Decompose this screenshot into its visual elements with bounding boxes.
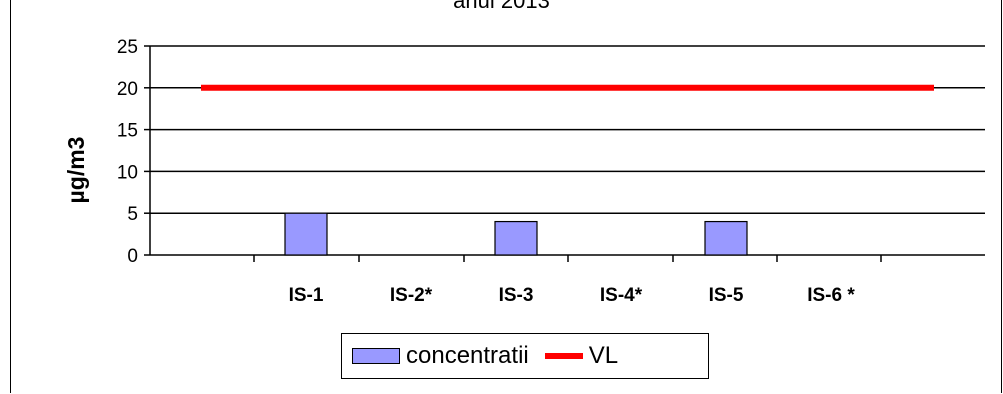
x-tick-label: IS-3 — [499, 285, 534, 306]
legend-swatch-concentratii — [352, 348, 400, 364]
x-tick-label: IS-6 * — [807, 285, 855, 306]
y-axis-label: µg/m3 — [63, 137, 89, 204]
bar-is3 — [494, 220, 538, 256]
legend-label-vl: VL — [588, 342, 619, 369]
bar-is1 — [284, 212, 328, 256]
legend-swatch-vl — [544, 353, 583, 359]
y-tick-label: 5 — [127, 204, 138, 225]
y-tick-label: 10 — [117, 162, 138, 183]
legend-label-concentratii: concentratii — [406, 342, 529, 369]
y-tick-label: 20 — [117, 79, 138, 100]
chart-frame — [10, 0, 1002, 393]
x-tick-label: IS-1 — [289, 285, 324, 306]
y-tick-label: 15 — [117, 121, 138, 142]
bar-is5 — [704, 220, 748, 256]
y-tick-label: 0 — [127, 246, 138, 267]
chart-title: anul 2013 — [453, 0, 550, 13]
legend: concentratii VL — [341, 333, 709, 379]
x-tick-label: IS-2* — [390, 285, 433, 306]
x-tick-label: IS-5 — [709, 285, 744, 306]
y-tick-label: 25 — [117, 37, 138, 58]
x-tick-label: IS-4* — [600, 285, 643, 306]
